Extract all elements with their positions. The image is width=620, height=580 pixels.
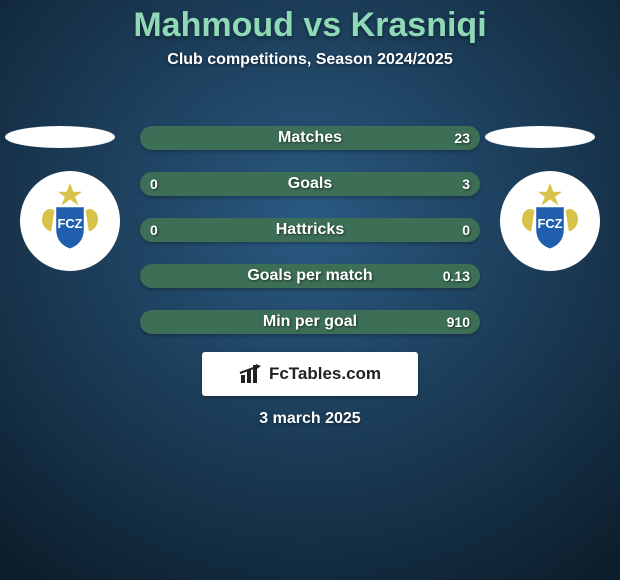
stat-value-left: 0 [150, 222, 158, 238]
stat-value-right: 0.13 [443, 268, 470, 284]
star-icon [538, 183, 562, 205]
stat-row: Min per goal910 [140, 310, 480, 334]
fctables-badge: FcTables.com [202, 352, 418, 396]
club-badge-left: FCZ [20, 171, 120, 271]
date-text: 3 march 2025 [0, 410, 620, 428]
stat-value-right: 910 [447, 314, 470, 330]
lion-left-icon [522, 209, 534, 231]
lion-left-icon [42, 209, 54, 231]
stat-value-right: 3 [462, 176, 470, 192]
lion-right-icon [85, 209, 97, 231]
club-crest-right: FCZ [507, 178, 593, 264]
stat-label: Hattricks [140, 221, 480, 239]
stat-row: 0Goals3 [140, 172, 480, 196]
fctables-text: FcTables.com [269, 364, 381, 384]
stat-value-left: 0 [150, 176, 158, 192]
crest-text: FCZ [57, 216, 82, 231]
stat-label: Min per goal [140, 313, 480, 331]
stat-row: 0Hattricks0 [140, 218, 480, 242]
country-ellipse-left [5, 126, 115, 148]
stat-label: Matches [140, 129, 480, 147]
club-badge-right: FCZ [500, 171, 600, 271]
stat-value-right: 23 [454, 130, 470, 146]
page-title: Mahmoud vs Krasniqi [0, 0, 620, 45]
lion-right-icon [565, 209, 577, 231]
stats-container: Matches230Goals30Hattricks0Goals per mat… [140, 126, 480, 356]
stat-row: Goals per match0.13 [140, 264, 480, 288]
stat-row: Matches23 [140, 126, 480, 150]
club-crest-left: FCZ [27, 178, 113, 264]
stat-value-right: 0 [462, 222, 470, 238]
stat-label: Goals [140, 175, 480, 193]
country-ellipse-right [485, 126, 595, 148]
stat-label: Goals per match [140, 267, 480, 285]
crest-text: FCZ [537, 216, 562, 231]
star-icon [58, 183, 82, 205]
content-layer: Mahmoud vs Krasniqi Club competitions, S… [0, 0, 620, 580]
bars-icon [239, 363, 265, 385]
page-subtitle: Club competitions, Season 2024/2025 [0, 51, 620, 69]
